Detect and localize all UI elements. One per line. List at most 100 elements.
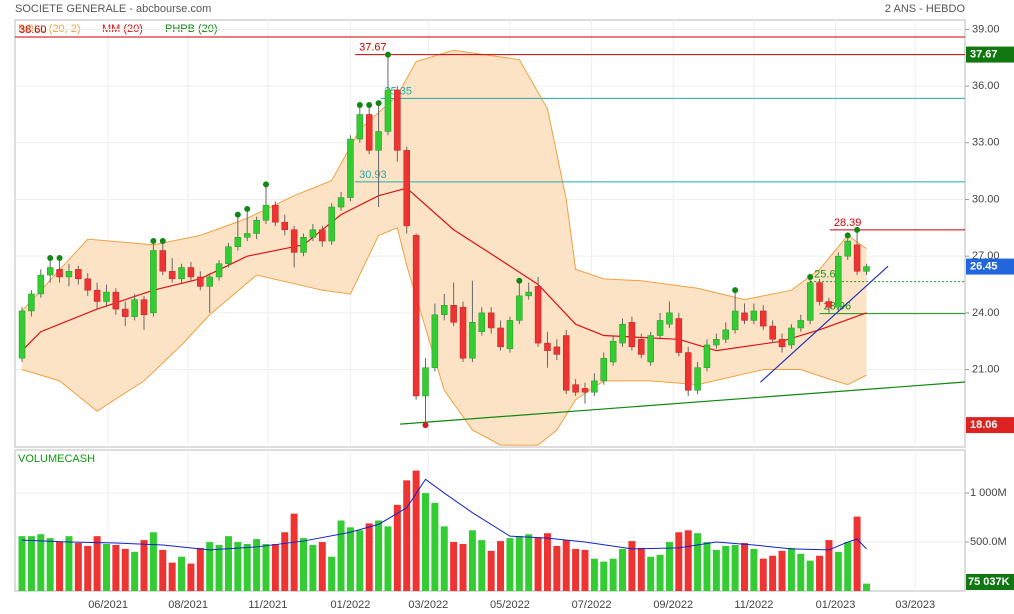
candle-body bbox=[431, 314, 439, 368]
axis-mark-label: 26.45 bbox=[970, 260, 998, 272]
candle-body bbox=[159, 250, 167, 272]
volume-bar bbox=[450, 542, 458, 591]
axis-mark bbox=[966, 417, 1014, 434]
candle-body bbox=[150, 250, 157, 314]
volume-bar bbox=[253, 539, 261, 591]
candle-body bbox=[403, 150, 410, 227]
candle-body bbox=[56, 269, 63, 278]
candle-body bbox=[225, 246, 232, 264]
volume-bar bbox=[787, 547, 795, 591]
candle-body bbox=[375, 131, 382, 151]
candle-body bbox=[769, 325, 776, 340]
volume-bar bbox=[825, 540, 833, 591]
x-tick-label: 01/2022 bbox=[331, 599, 371, 611]
pivot-high bbox=[366, 102, 373, 109]
candle-body bbox=[140, 299, 148, 315]
volume-bar bbox=[590, 558, 598, 591]
x-tick-label: 03/2023 bbox=[895, 599, 935, 611]
candle-body bbox=[422, 367, 429, 397]
volume-bar bbox=[731, 544, 739, 591]
candle-body bbox=[290, 229, 298, 253]
y-tick-label: 24.00 bbox=[972, 307, 1000, 319]
volume-bar bbox=[619, 548, 627, 591]
trendline bbox=[400, 381, 966, 425]
candle-body bbox=[760, 310, 767, 327]
volume-bar bbox=[37, 534, 45, 591]
candle-body bbox=[131, 299, 138, 317]
volume-bar bbox=[93, 536, 101, 591]
candle-body bbox=[347, 138, 354, 198]
volume-bar bbox=[56, 542, 64, 591]
volume-bar bbox=[393, 504, 401, 591]
volume-bar bbox=[515, 536, 523, 591]
y-tick-label: 36.00 bbox=[972, 80, 1000, 92]
candle-body bbox=[638, 339, 645, 355]
volume-bar bbox=[196, 547, 204, 591]
candle-body bbox=[600, 357, 608, 382]
volume-bar bbox=[337, 520, 345, 591]
volume-bar bbox=[816, 555, 824, 591]
volume-bar bbox=[675, 532, 683, 591]
candle-body bbox=[816, 282, 823, 302]
volume-bar bbox=[684, 530, 692, 591]
candle-body bbox=[619, 323, 626, 344]
volume-bar bbox=[750, 548, 758, 591]
volume-bar bbox=[844, 542, 852, 591]
volume-bar bbox=[553, 545, 561, 591]
candle-body bbox=[215, 263, 223, 278]
candle-body bbox=[450, 305, 457, 323]
candle-body bbox=[365, 114, 373, 151]
volume-bar bbox=[328, 556, 336, 591]
candle-body bbox=[178, 267, 185, 280]
volume-bar bbox=[412, 470, 420, 591]
volume-bar bbox=[609, 558, 617, 591]
candle-body bbox=[731, 310, 739, 331]
volume-bar bbox=[665, 542, 673, 591]
volume-bar bbox=[497, 541, 505, 591]
candle-body bbox=[65, 271, 73, 278]
candle-body bbox=[478, 312, 486, 332]
candle-body bbox=[722, 329, 729, 340]
candle-body bbox=[18, 310, 26, 359]
candle-body bbox=[797, 320, 805, 329]
volume-bar bbox=[121, 548, 129, 591]
volume-bar bbox=[600, 561, 608, 591]
candle-body bbox=[412, 235, 420, 397]
candle-body bbox=[187, 267, 195, 278]
volume-bar bbox=[224, 536, 232, 591]
candle-body bbox=[525, 291, 532, 297]
candle-body bbox=[243, 233, 251, 238]
axis-mark bbox=[966, 46, 1014, 63]
volume-bar bbox=[722, 545, 730, 591]
level-label: 25.65 bbox=[814, 269, 842, 281]
volume-bar bbox=[769, 555, 777, 591]
volume-bar bbox=[346, 527, 354, 591]
volume-bar bbox=[168, 562, 176, 591]
volume-bar bbox=[741, 543, 749, 591]
volume-bar bbox=[112, 544, 120, 591]
candle-body bbox=[741, 312, 748, 321]
volume-bar bbox=[271, 544, 279, 591]
volume-bar bbox=[243, 544, 251, 591]
candle-body bbox=[281, 221, 289, 230]
volume-bar bbox=[834, 551, 842, 591]
candle-body bbox=[272, 204, 279, 223]
axis-mark-label: 37.67 bbox=[970, 48, 998, 60]
pivot-high bbox=[159, 238, 166, 245]
volume-bar bbox=[478, 540, 486, 591]
volume-bar bbox=[712, 549, 720, 591]
candle-body bbox=[666, 312, 673, 325]
level-label: 38.60 bbox=[19, 24, 47, 36]
candle-body bbox=[788, 327, 795, 346]
axis-mark-label: 75 037K bbox=[968, 576, 1010, 588]
x-tick-label: 09/2022 bbox=[653, 599, 693, 611]
volume-bar bbox=[862, 583, 870, 591]
candle-body bbox=[309, 229, 317, 238]
legend-phpb: PHPB (20) bbox=[165, 23, 218, 35]
volume-bar bbox=[468, 530, 476, 591]
pivot-high bbox=[47, 255, 54, 262]
volume-bar bbox=[206, 542, 214, 591]
x-tick-label: 01/2023 bbox=[816, 599, 856, 611]
volume-bar bbox=[309, 544, 317, 591]
